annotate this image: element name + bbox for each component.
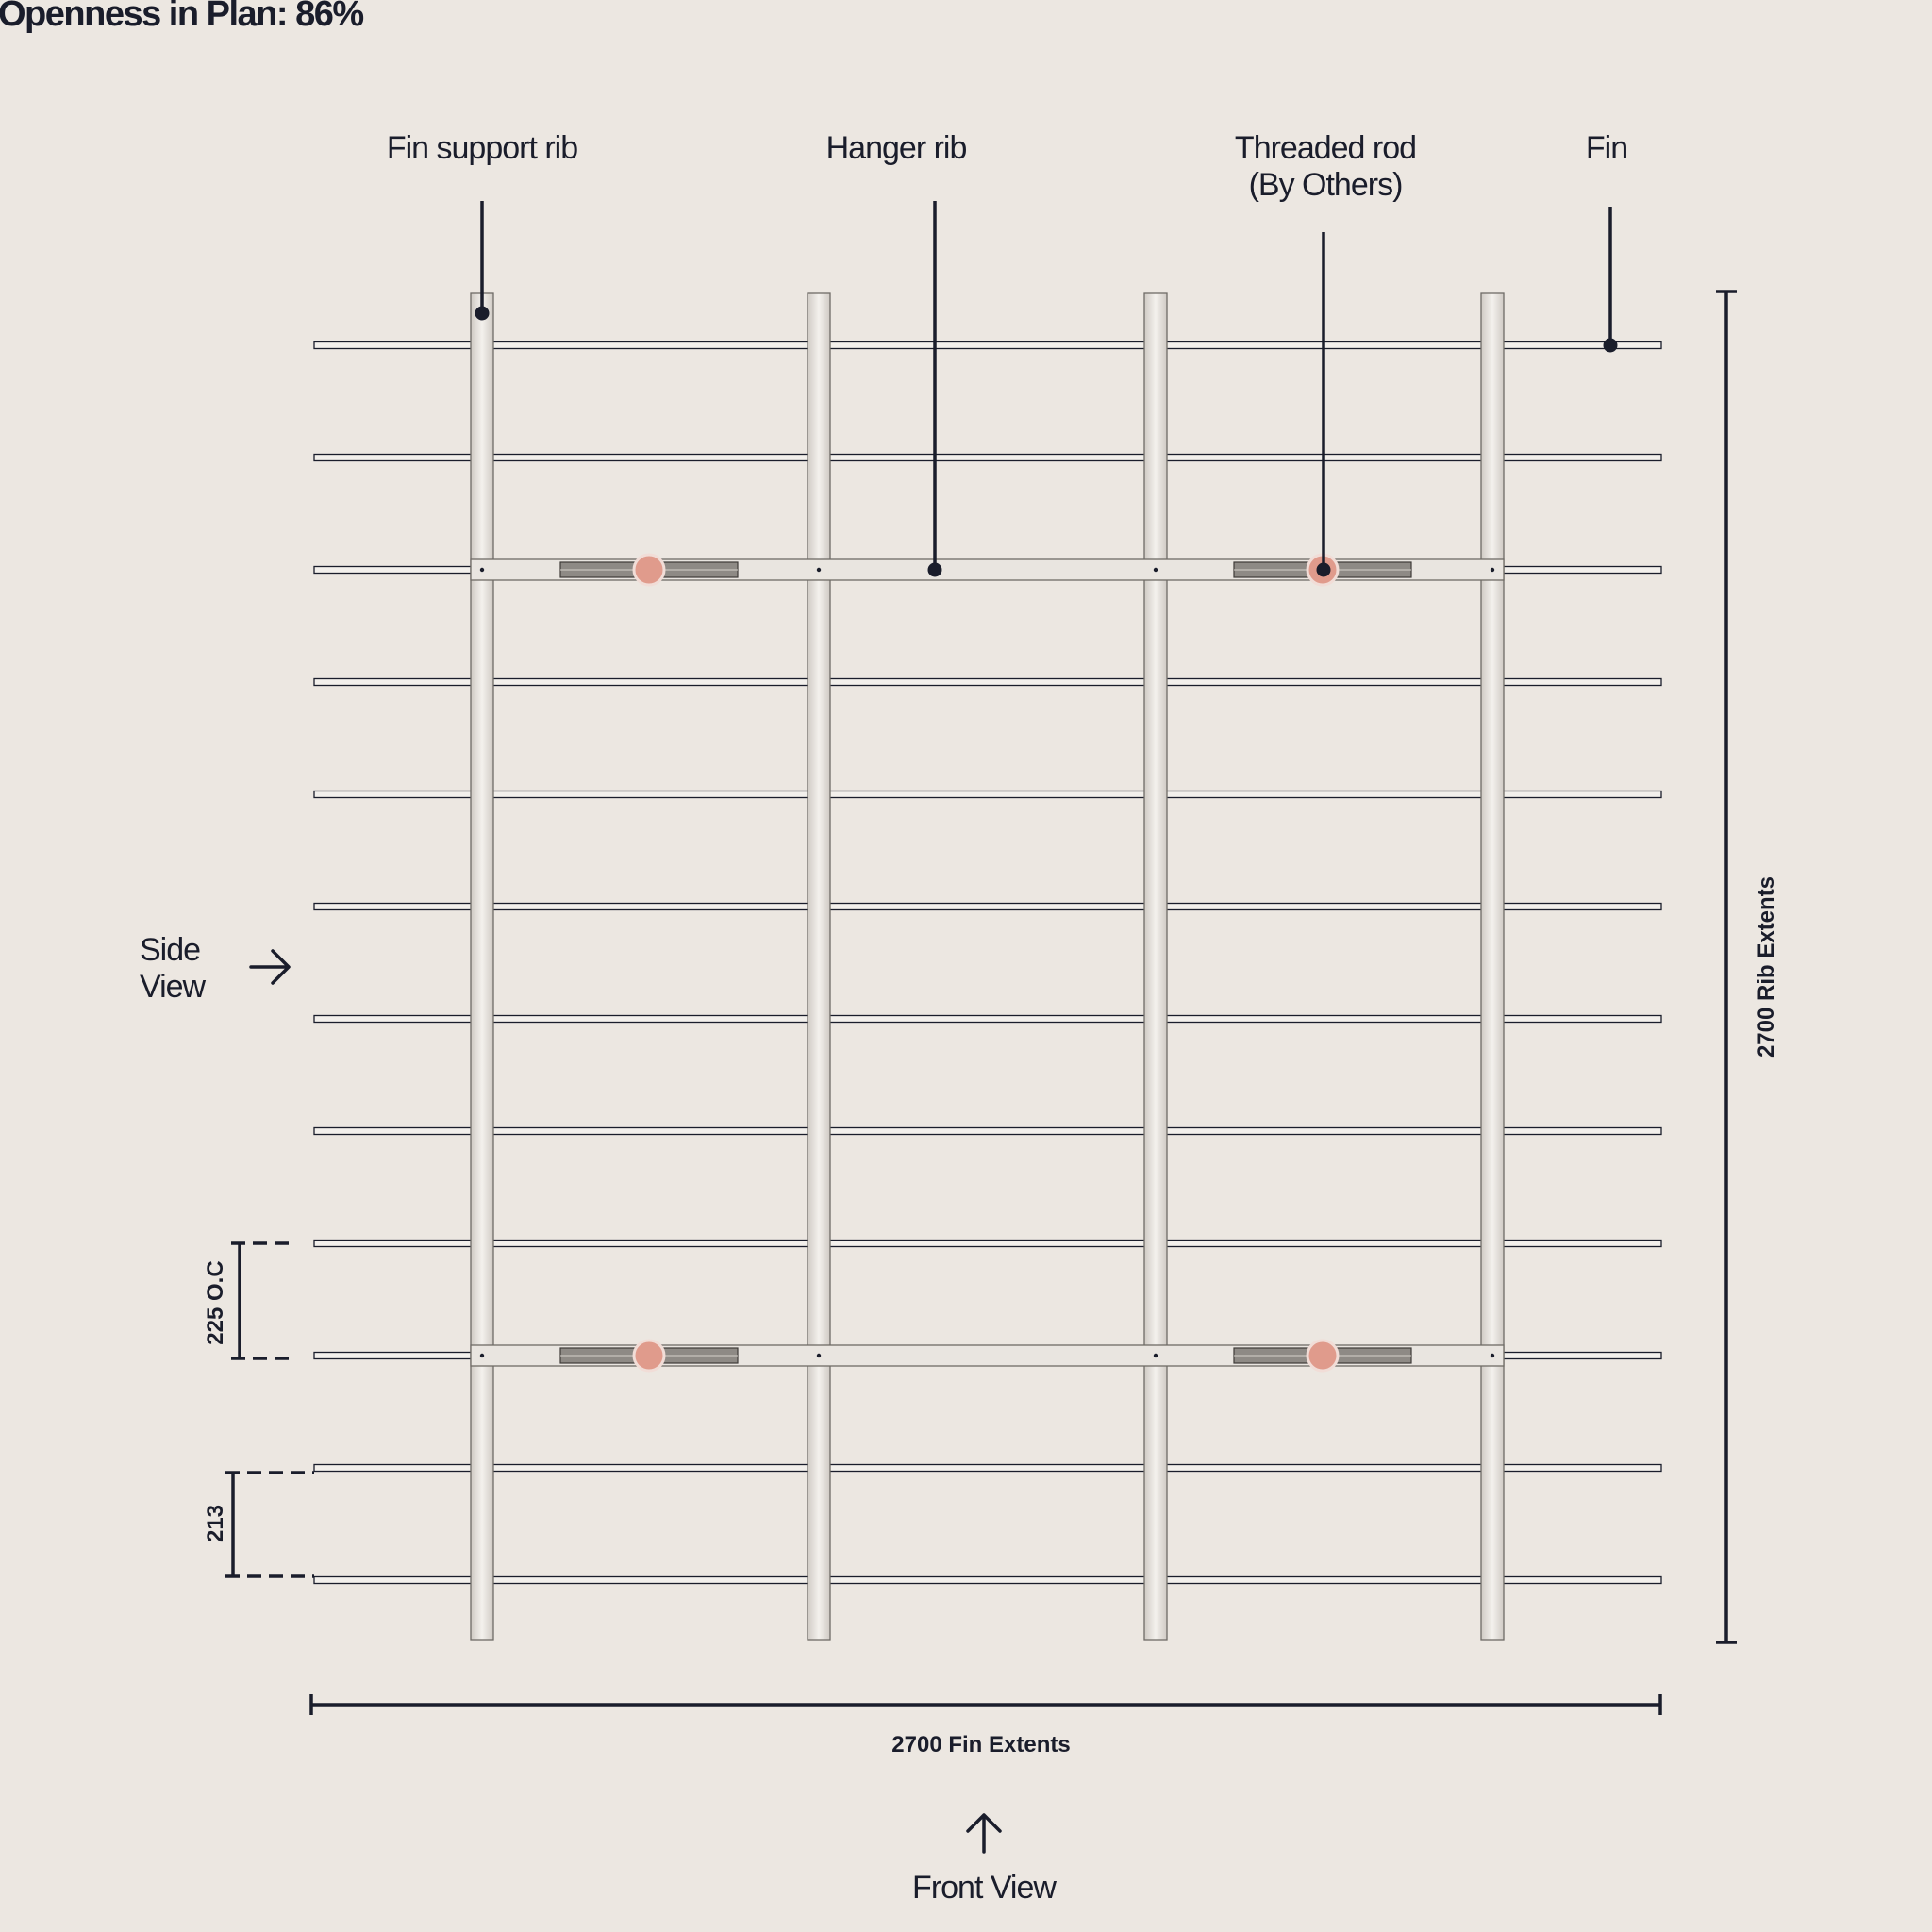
hanger-screw-1-2 (816, 567, 822, 573)
callout-threaded-rod: Threaded rod (By Others) (1198, 130, 1453, 204)
threaded-rod-leader-dot (1316, 562, 1331, 577)
threaded-rod-label: Threaded rod (1234, 130, 1417, 166)
arrow-up-icon (966, 1813, 1002, 1854)
hanger-screw-2-4 (1490, 1353, 1495, 1358)
threaded-rod-marker-2-2 (1306, 1339, 1340, 1373)
side-view-label: Side View (140, 932, 206, 1006)
fin-12 (313, 1575, 1662, 1585)
fin-leader-dot (1603, 338, 1618, 353)
fin-extents-label: 2700 Fin Extents (891, 1732, 1071, 1757)
fin-support-rib-3 (1143, 292, 1168, 1641)
arrow-right-icon (249, 949, 291, 985)
hanger-rib-leader-dot (927, 562, 942, 577)
hanger-rib-label: Hanger rib (825, 130, 968, 166)
fin-support-rib-4 (1480, 292, 1505, 1641)
hanger-screw-1-4 (1490, 567, 1495, 573)
rib-extents-label: 2700 Rib Extents (1754, 875, 1779, 1058)
threaded-rod-marker-2-1 (632, 1339, 666, 1373)
fins-group (313, 341, 1662, 1585)
fin-support-rib-leader-dot (475, 306, 490, 321)
leaders-group (475, 201, 1618, 577)
side-view-line-2: View (140, 969, 206, 1005)
hanger-screw-2-1 (479, 1353, 485, 1358)
fin-2 (313, 453, 1662, 462)
fin-support-rib-label: Fin support rib (386, 130, 578, 166)
hanger-screw-2-2 (816, 1353, 822, 1358)
fin-7 (313, 1014, 1662, 1024)
fin-8 (313, 1126, 1662, 1136)
ribs-group (470, 292, 1505, 1641)
callout-fin: Fin (1557, 130, 1657, 167)
fin-4 (313, 677, 1662, 687)
rib-spacing-label: 225 O.C (203, 1260, 228, 1345)
fin-support-rib-2 (807, 292, 831, 1641)
edge-spacing-label: 213 (203, 1504, 228, 1543)
threaded-rod-marker-1-1 (632, 553, 666, 587)
callout-fin-support-rib: Fin support rib (358, 130, 606, 167)
fin-11 (313, 1463, 1662, 1473)
page-title: Openness in Plan: 86% (0, 0, 364, 34)
side-view-line-1: Side (140, 932, 201, 968)
view-arrows-group (249, 949, 1002, 1854)
fin-9 (313, 1239, 1662, 1248)
hanger-screw-1-3 (1153, 567, 1158, 573)
fin-label: Fin (1585, 130, 1628, 166)
fin-5 (313, 790, 1662, 799)
dimensions-group (225, 290, 1737, 1715)
front-view-label: Front View (912, 1870, 1057, 1906)
fin-1 (313, 341, 1662, 350)
by-others-label: (By Others) (1248, 167, 1404, 203)
hanger-screw-2-3 (1153, 1353, 1158, 1358)
fin-6 (313, 902, 1662, 911)
hanger-screw-1-1 (479, 567, 485, 573)
callout-hanger-rib: Hanger rib (792, 130, 1000, 167)
hangers-group (470, 553, 1505, 1373)
fin-support-rib-1 (470, 292, 494, 1641)
